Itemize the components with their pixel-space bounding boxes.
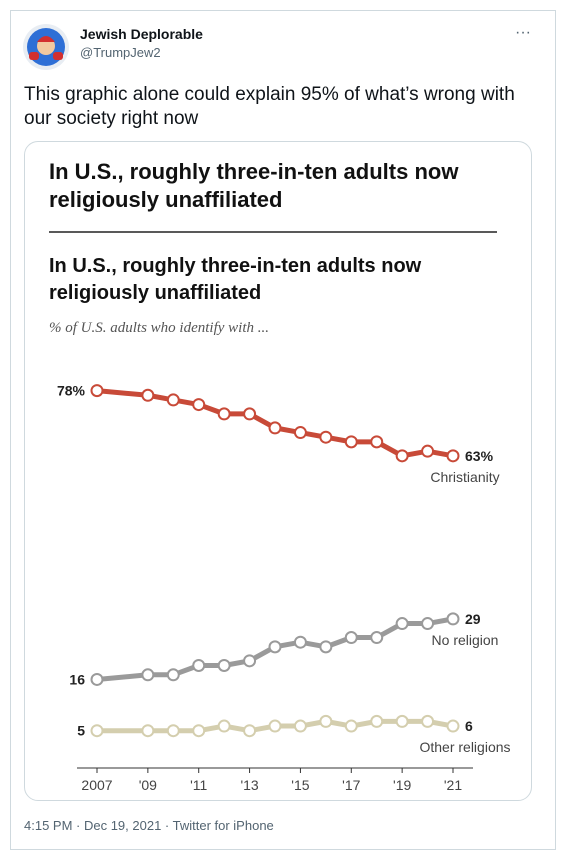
no-religion-point: [90, 672, 104, 686]
no-religion-point: [344, 631, 358, 645]
christianity-point: [319, 430, 333, 444]
no-religion-point: [166, 668, 180, 682]
x-tick-label: '13: [240, 777, 258, 793]
no-religion-point: [268, 640, 282, 654]
christianity-point: [370, 435, 384, 449]
no-religion-point: [446, 612, 460, 626]
no-religion-point: [370, 631, 384, 645]
no-religion-point: [141, 668, 155, 682]
christianity-point: [90, 384, 104, 398]
christianity-point: [217, 407, 231, 421]
x-tick-label: '15: [291, 777, 309, 793]
no-religion-point: [192, 658, 206, 672]
other-religions-point: [421, 714, 435, 728]
other-religions-point: [293, 719, 307, 733]
christianity-point: [421, 444, 435, 458]
header-title-line2: religiously unaffiliated: [49, 187, 282, 212]
x-tick-label: '11: [190, 777, 207, 793]
christianity-end-label: 63%: [465, 448, 494, 464]
other-religions-end-label: 6: [465, 718, 473, 734]
christianity-point: [293, 426, 307, 440]
tweet-timestamp[interactable]: 4:15 PM · Dec 19, 2021 · Twitter for iPh…: [24, 818, 274, 833]
christianity-point: [446, 449, 460, 463]
no-religion-point: [319, 640, 333, 654]
tweet-text: This graphic alone could explain 95% of …: [24, 84, 515, 129]
other-religions-point: [268, 719, 282, 733]
more-options-button[interactable]: ···: [510, 24, 536, 44]
no-religion-point: [293, 635, 307, 649]
other-religions-point: [141, 724, 155, 738]
other-religions-point: [243, 724, 257, 738]
no-religion-start-label: 16: [69, 671, 85, 687]
x-tick-label: '17: [342, 777, 360, 793]
christianity-point: [192, 398, 206, 412]
christianity-point: [268, 421, 282, 435]
author-name[interactable]: Jewish Deplorable: [80, 26, 203, 42]
other-religions-point: [319, 714, 333, 728]
other-religions-point: [192, 724, 206, 738]
no-religion-end-label: 29: [465, 611, 481, 627]
x-tick-label: '09: [139, 777, 157, 793]
other-religions-point: [395, 714, 409, 728]
x-tick-label: '21: [444, 777, 462, 793]
other-religions-start-label: 5: [77, 723, 85, 739]
other-religions-point: [370, 714, 384, 728]
christianity-series-label: Christianity: [430, 469, 499, 485]
chart-title-line2: religiously unaffiliated: [49, 282, 261, 304]
no-religion-point: [395, 617, 409, 631]
christianity-point: [166, 393, 180, 407]
other-religions-point: [217, 719, 231, 733]
other-religions-series-label: Other religions: [419, 739, 510, 755]
no-religion-series-label: No religion: [432, 632, 499, 648]
chart-title-line1: In U.S., roughly three-in-ten adults now: [49, 255, 422, 277]
author-handle[interactable]: @TrumpJew2: [80, 45, 161, 60]
other-religions-point: [90, 724, 104, 738]
chart-subtitle: % of U.S. adults who identify with ...: [49, 320, 269, 336]
christianity-point: [344, 435, 358, 449]
x-tick-label: 2007: [81, 777, 112, 793]
christianity-point: [141, 388, 155, 402]
christianity-point: [243, 407, 257, 421]
no-religion-point: [243, 654, 257, 668]
header-title-line1: In U.S., roughly three-in-ten adults now: [49, 159, 459, 184]
x-tick-label: '19: [393, 777, 411, 793]
other-religions-point: [344, 719, 358, 733]
other-religions-point: [166, 724, 180, 738]
other-religions-point: [446, 719, 460, 733]
no-religion-point: [421, 617, 435, 631]
avatar[interactable]: [23, 24, 69, 70]
no-religion-point: [217, 658, 231, 672]
religion-line-chart: In U.S., roughly three-in-ten adults now…: [49, 159, 511, 793]
christianity-start-label: 78%: [57, 383, 86, 399]
christianity-point: [395, 449, 409, 463]
ellipsis-icon: ···: [515, 24, 531, 41]
tweet-media-graphic[interactable]: In U.S., roughly three-in-ten adults now…: [24, 141, 532, 801]
